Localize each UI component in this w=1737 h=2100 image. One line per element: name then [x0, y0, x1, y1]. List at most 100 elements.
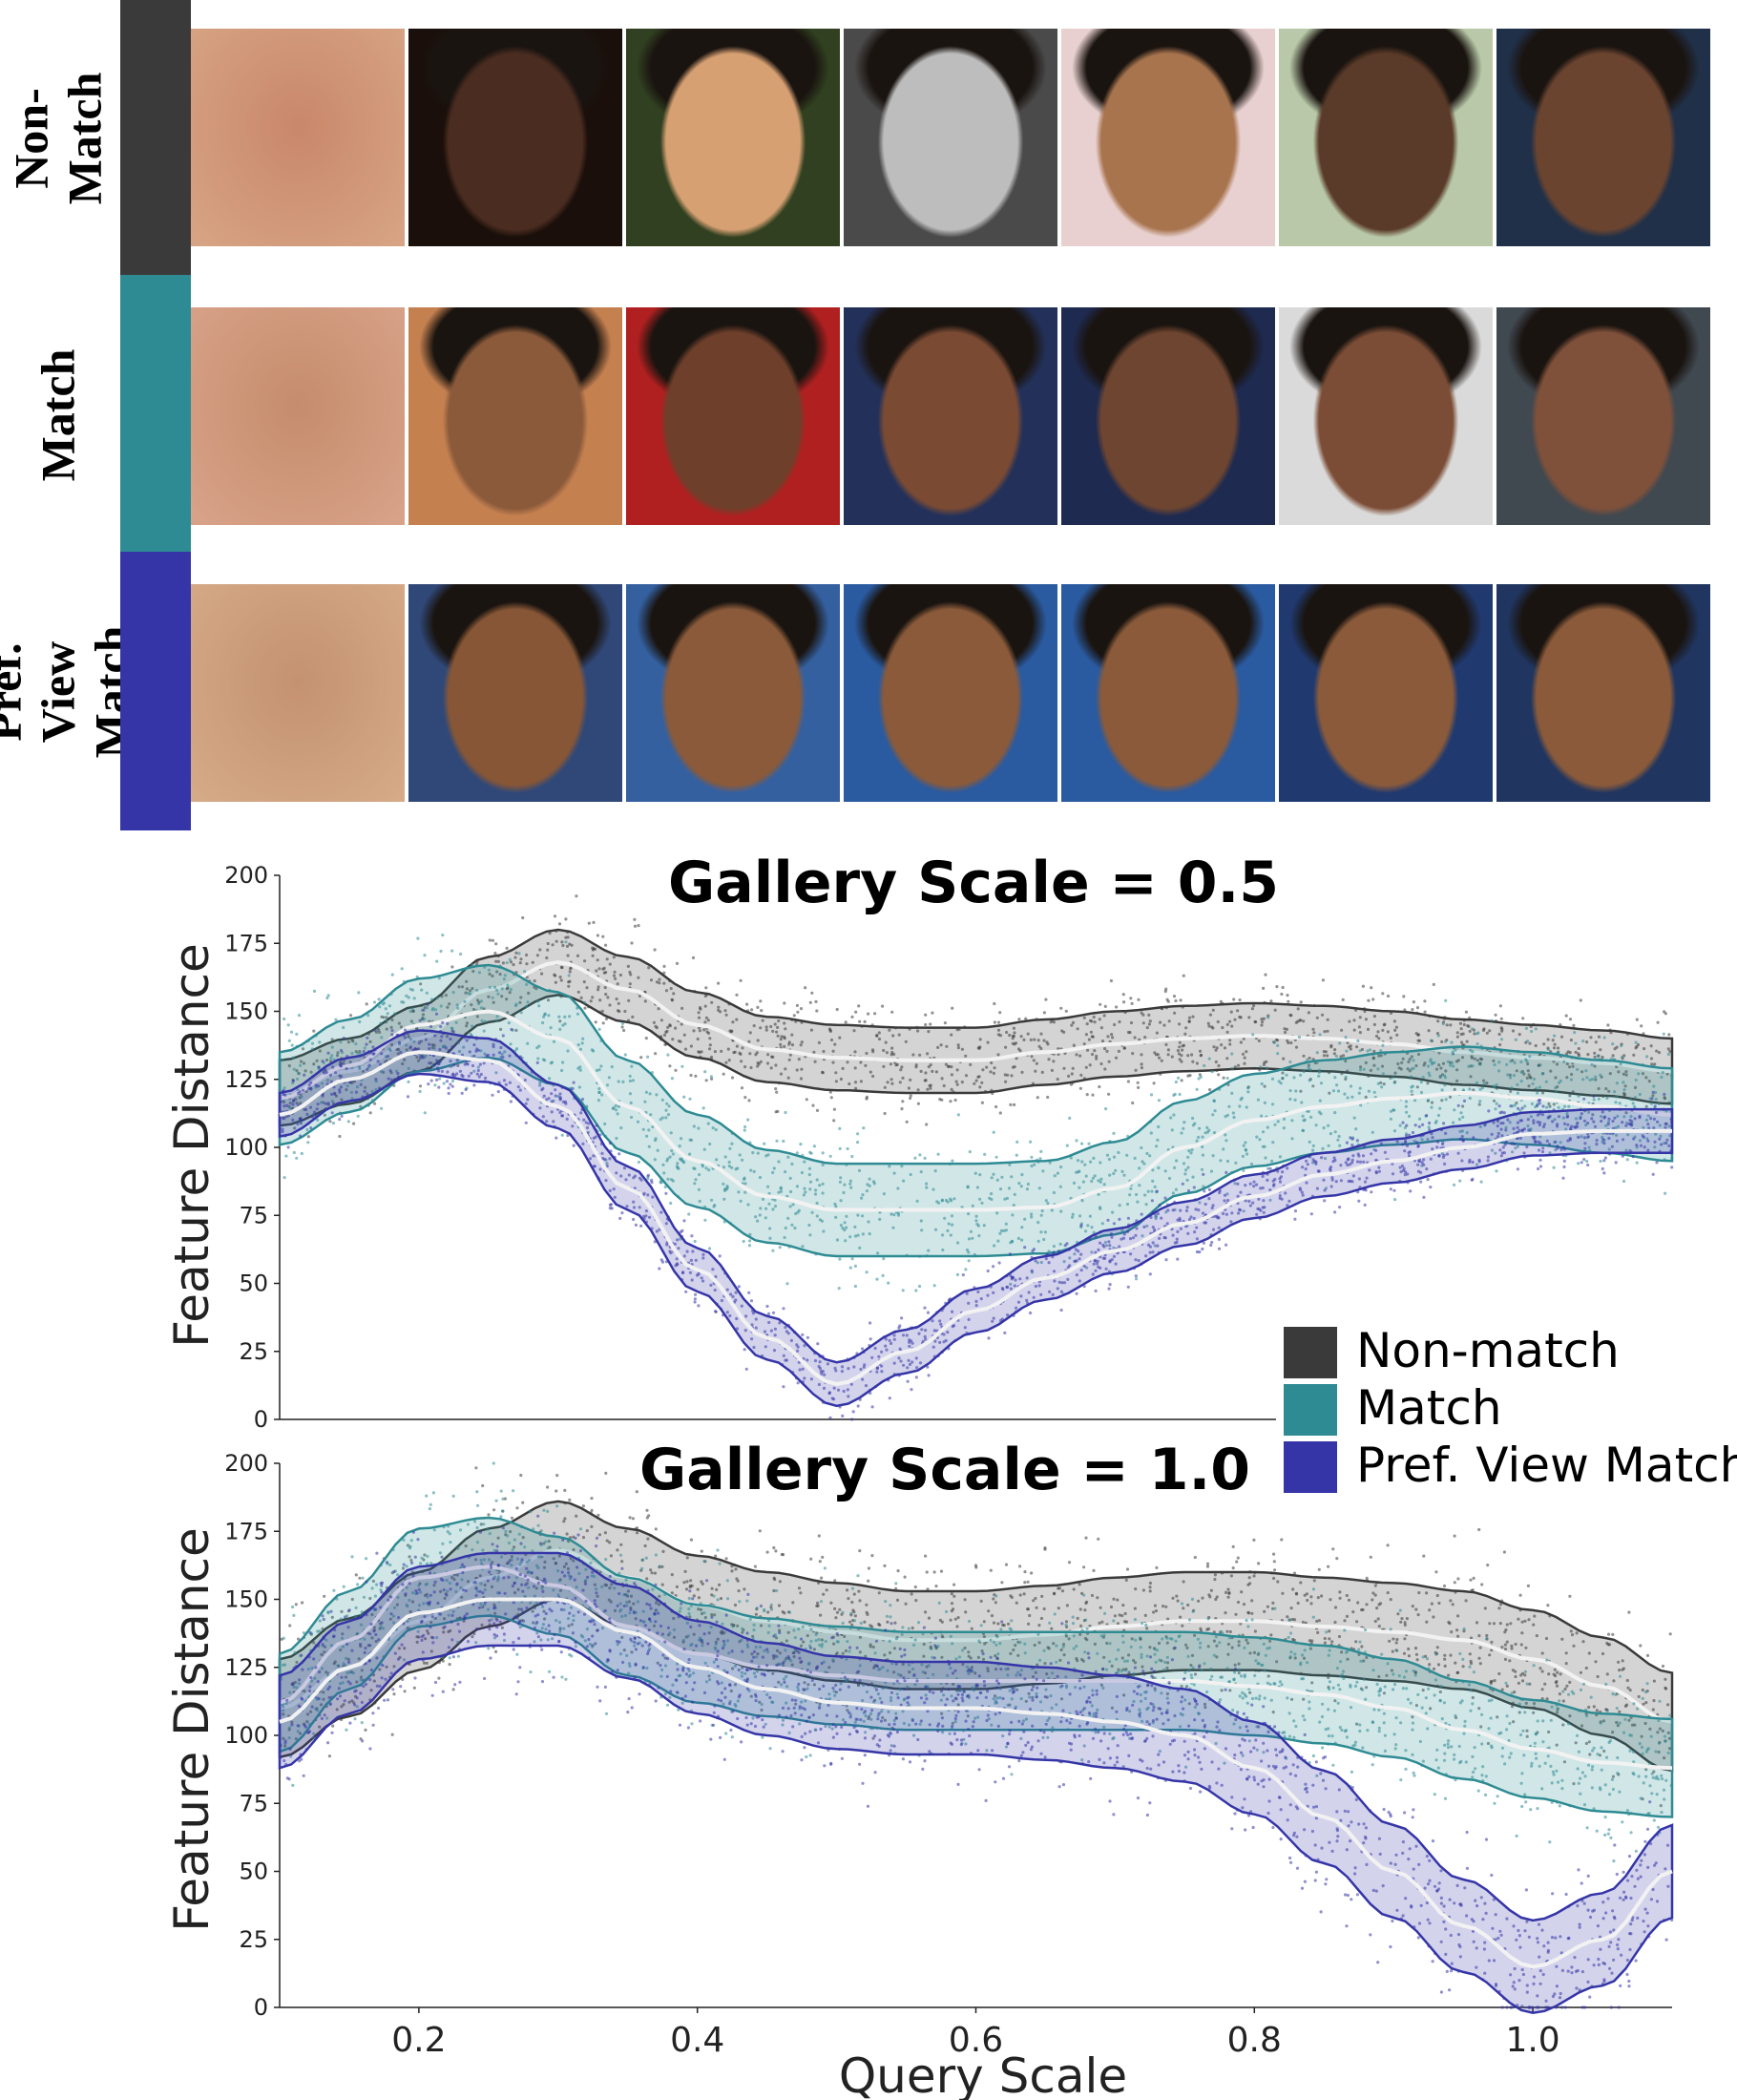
data-point — [1565, 1076, 1569, 1080]
data-point — [1471, 1177, 1475, 1181]
data-point — [664, 989, 669, 993]
data-point — [1475, 1042, 1479, 1046]
data-point — [283, 1176, 286, 1180]
data-point — [799, 1143, 803, 1146]
data-point — [1184, 1026, 1188, 1030]
data-point — [934, 1070, 939, 1074]
data-point — [853, 1066, 857, 1070]
data-point — [850, 1418, 854, 1421]
data-point — [916, 1102, 921, 1105]
data-point — [1091, 1093, 1095, 1097]
data-point — [1640, 1024, 1643, 1028]
data-point — [1012, 1026, 1015, 1030]
data-point — [910, 1388, 913, 1392]
x-tick-label: 0.4 — [670, 2021, 724, 2060]
data-point — [1112, 1222, 1116, 1226]
data-point — [1210, 1070, 1214, 1074]
data-point — [860, 1347, 865, 1351]
data-point — [1534, 1027, 1538, 1031]
data-point — [568, 1498, 572, 1502]
data-point — [518, 961, 522, 965]
data-point — [1417, 1039, 1422, 1042]
data-point — [1662, 1032, 1665, 1036]
data-point — [1621, 1154, 1624, 1158]
data-point — [776, 1034, 780, 1038]
data-point — [1233, 1018, 1237, 1021]
data-point — [1050, 1068, 1054, 1072]
data-point — [749, 1299, 754, 1303]
data-point — [1345, 1141, 1349, 1144]
data-point — [883, 1111, 887, 1116]
data-point — [459, 952, 463, 956]
data-point — [851, 1410, 855, 1414]
data-point — [1553, 1034, 1557, 1038]
data-point — [666, 1053, 670, 1057]
data-point — [1364, 1095, 1368, 1099]
data-point — [435, 1078, 439, 1082]
data-point — [828, 1090, 832, 1094]
woman-face-icon — [408, 307, 622, 525]
data-point — [523, 970, 527, 974]
data-point — [397, 1021, 401, 1025]
data-point — [639, 1056, 643, 1060]
data-point — [438, 1077, 442, 1081]
data-point — [1453, 1183, 1456, 1186]
data-point — [989, 1568, 993, 1572]
data-point — [1557, 1050, 1560, 1054]
data-point — [1209, 1243, 1213, 1248]
data-point — [446, 1021, 450, 1025]
data-point — [1084, 1065, 1088, 1069]
data-point — [1009, 1102, 1013, 1106]
data-point — [481, 1483, 485, 1488]
data-point — [951, 1006, 954, 1010]
data-point — [1191, 1060, 1195, 1063]
data-point — [1137, 998, 1141, 1001]
data-point — [309, 1070, 313, 1074]
data-point — [390, 973, 394, 976]
data-point — [771, 1249, 775, 1252]
data-point — [664, 1191, 668, 1195]
data-point — [665, 1029, 669, 1033]
data-point — [583, 959, 587, 963]
data-point — [644, 1037, 648, 1040]
data-point — [682, 1033, 686, 1037]
data-point — [704, 986, 708, 990]
data-point — [1130, 1001, 1134, 1005]
data-point — [782, 1307, 785, 1311]
data-point — [647, 966, 651, 970]
data-point — [1321, 978, 1325, 982]
data-point — [356, 1114, 360, 1118]
woman-face-icon — [626, 584, 840, 802]
data-point — [1530, 1029, 1534, 1034]
data-point — [707, 1247, 712, 1250]
data-point — [1614, 1161, 1618, 1165]
data-point — [868, 1337, 872, 1341]
data-point — [795, 1151, 799, 1155]
data-point — [996, 1020, 1001, 1024]
data-point — [775, 1139, 779, 1143]
data-point — [1352, 1028, 1356, 1032]
data-point — [508, 991, 512, 995]
data-point — [877, 1037, 882, 1041]
data-point — [1152, 1082, 1156, 1085]
data-point — [1546, 1047, 1550, 1051]
data-point — [1548, 1104, 1552, 1108]
data-point — [571, 1086, 575, 1091]
data-point — [505, 946, 509, 951]
data-point — [931, 1011, 934, 1015]
data-point — [1183, 1032, 1187, 1036]
data-point — [924, 1022, 928, 1027]
data-point — [377, 998, 381, 1001]
data-point — [401, 1061, 405, 1066]
data-point — [1401, 1057, 1405, 1060]
data-point — [1631, 1155, 1635, 1159]
data-point — [838, 1036, 842, 1040]
data-point — [403, 1690, 407, 1693]
data-point — [898, 1324, 902, 1328]
data-point — [955, 1068, 959, 1072]
data-point — [1318, 1033, 1322, 1037]
data-point — [1472, 1576, 1475, 1580]
data-point — [940, 1077, 944, 1081]
data-point — [390, 1018, 394, 1022]
data-point — [1361, 984, 1365, 988]
